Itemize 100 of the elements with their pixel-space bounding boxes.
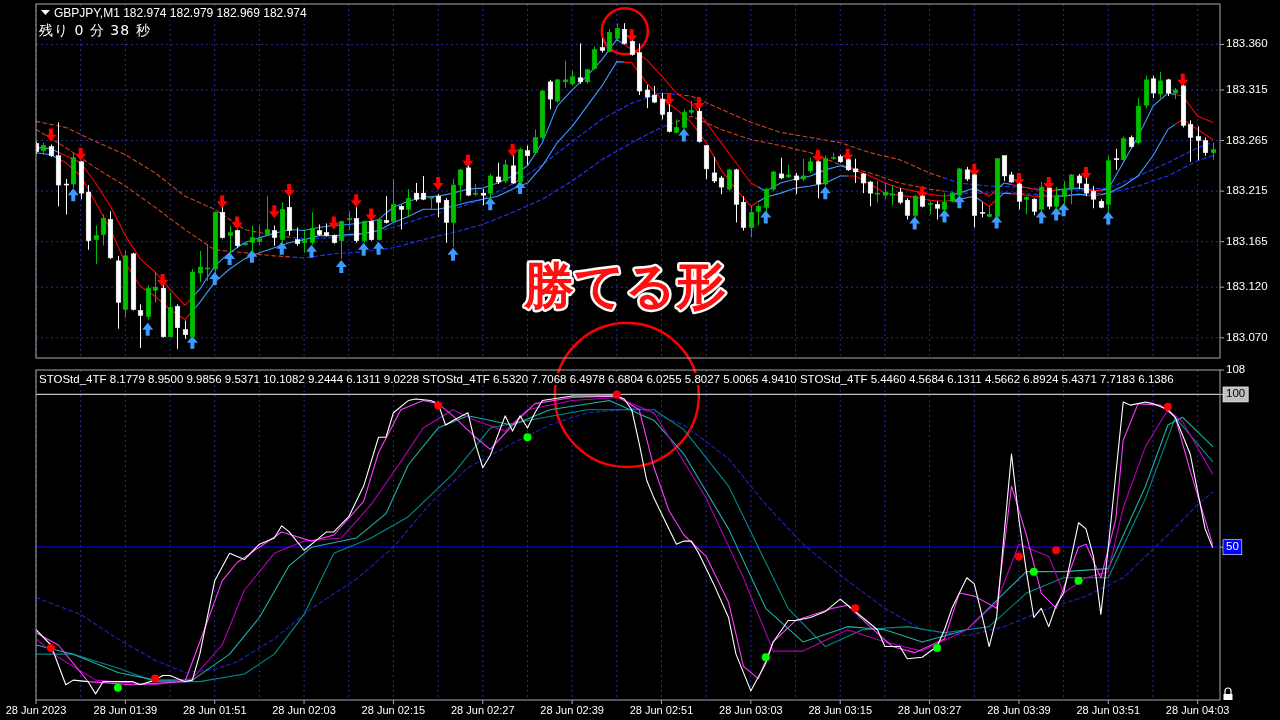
point [151,674,160,683]
candlestick [889,184,896,206]
candlestick [256,225,263,246]
point [1102,211,1114,225]
candlestick [100,213,107,247]
candlestick [532,128,539,156]
point [306,244,318,258]
candlestick [562,60,569,89]
y-tick-label: 100 [1226,387,1246,400]
candlestick [301,229,308,254]
candlestick [577,42,584,85]
x-tick-label: 28 Jun 04:03 [1165,704,1230,716]
candlestick [1195,125,1202,161]
candlestick [435,193,442,218]
x-tick-label: 28 Jun 01:51 [182,704,247,716]
candlestick [1150,75,1157,99]
point [447,247,459,261]
y-tick-label: 183.165 [1226,234,1268,247]
candlestick [376,217,383,242]
y-tick-label: 50 [1226,540,1239,553]
candlestick [904,197,911,220]
x-tick-label: 28 Jun 01:39 [93,704,158,716]
candlestick [644,84,651,109]
point [1163,402,1172,411]
candlestick [852,158,859,184]
point [484,197,496,211]
candlestick [711,156,718,184]
point [1074,576,1083,585]
point [1029,567,1038,576]
chart-title: STOStd_4TF 8.1779 8.9500 9.9856 9.5371 10.1082 9.2444 6.1311 9.0228 STOStd_4TF 6.5320 7.7068 6.4978 6.6804 6.0255 5.8027 5.0065 4.9410 STOStd_4TF 5.4460 4.5684 6.1311 4.5662 6.8924 5.4371 7.7183 6.1386 [39,373,1174,385]
candlestick [264,195,271,237]
candlestick [152,271,159,303]
point [46,644,55,653]
candlestick [405,188,412,218]
candlestick [1090,185,1097,209]
point [933,644,942,653]
annotation: 勝てる形 [522,257,726,315]
candlestick [63,178,70,215]
y-tick-label: 108 [1226,363,1246,376]
candlestick [755,203,762,226]
candlestick [867,180,874,207]
candlestick [495,162,502,185]
candlestick [703,145,710,180]
candlestick [591,45,598,71]
candlestick [718,175,725,195]
point [953,195,965,209]
candlestick [1157,71,1164,99]
y-tick-label: 183.215 [1226,184,1268,197]
candlestick [502,159,509,184]
candlestick [748,205,755,239]
candlestick [554,78,561,104]
point [224,251,236,265]
candlestick [1187,119,1194,163]
point [1177,73,1189,87]
candlestick [420,175,427,201]
candlestick [659,92,666,120]
point [142,322,154,336]
candlestick [1068,173,1075,205]
point [462,154,474,168]
x-tick-label: 28 Jun 2023 [5,704,67,716]
point [283,184,295,198]
point [1014,552,1023,561]
candlestick [413,182,420,202]
point [678,128,690,142]
x-tick-label: 28 Jun 02:51 [629,704,694,716]
y-tick-label: 183.120 [1226,280,1268,293]
point [1050,207,1062,221]
y-tick-label: 183.265 [1226,133,1268,146]
x-tick-label: 28 Jun 03:39 [987,704,1051,716]
point [75,147,87,161]
point [157,274,169,288]
point [350,194,362,208]
candlestick [398,204,405,231]
point [693,97,705,111]
chart-title: GBPJPY,M1 182.974 182.979 182.969 182.974 [54,6,307,20]
point [246,249,258,263]
candlestick [547,79,554,110]
point [663,93,675,107]
point [432,177,444,191]
candlestick [606,28,613,54]
candlestick [137,303,144,349]
candlestick [174,303,181,350]
y-tick-label: 183.315 [1226,83,1268,95]
x-tick-label: 28 Jun 03:03 [719,704,783,716]
candlestick [934,200,941,220]
candlestick [1001,155,1008,182]
candlestick [510,155,517,185]
point [186,335,198,349]
text: 残り 0 分 38 秒 [39,22,151,38]
point [67,188,79,202]
point [358,242,370,256]
candlestick [346,210,353,231]
point [328,216,340,230]
x-tick-label: 28 Jun 03:51 [1076,704,1141,716]
candlestick [457,168,464,202]
x-tick-label: 28 Jun 02:27 [450,704,515,716]
point [276,241,288,255]
point [761,653,770,662]
point [216,195,228,209]
candlestick [294,227,301,247]
